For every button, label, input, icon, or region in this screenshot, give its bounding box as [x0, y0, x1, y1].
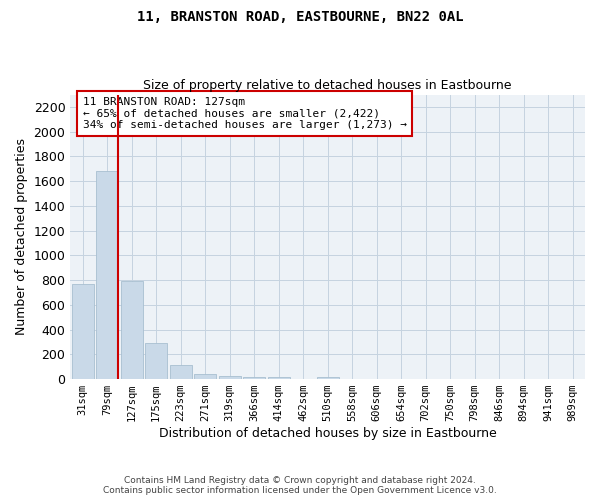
Text: Contains HM Land Registry data © Crown copyright and database right 2024.
Contai: Contains HM Land Registry data © Crown c…	[103, 476, 497, 495]
Bar	[243, 377, 265, 379]
Bar	[145, 342, 167, 379]
Bar	[194, 374, 216, 379]
Text: 11 BRANSTON ROAD: 127sqm
← 65% of detached houses are smaller (2,422)
34% of sem: 11 BRANSTON ROAD: 127sqm ← 65% of detach…	[83, 97, 407, 130]
Bar	[218, 376, 241, 379]
Bar	[71, 284, 94, 379]
Text: 11, BRANSTON ROAD, EASTBOURNE, BN22 0AL: 11, BRANSTON ROAD, EASTBOURNE, BN22 0AL	[137, 10, 463, 24]
Y-axis label: Number of detached properties: Number of detached properties	[15, 138, 28, 336]
Bar	[317, 376, 338, 379]
X-axis label: Distribution of detached houses by size in Eastbourne: Distribution of detached houses by size …	[159, 427, 497, 440]
Bar	[96, 172, 118, 379]
Bar	[268, 377, 290, 379]
Bar	[121, 280, 143, 379]
Bar	[170, 365, 191, 379]
Title: Size of property relative to detached houses in Eastbourne: Size of property relative to detached ho…	[143, 79, 512, 92]
